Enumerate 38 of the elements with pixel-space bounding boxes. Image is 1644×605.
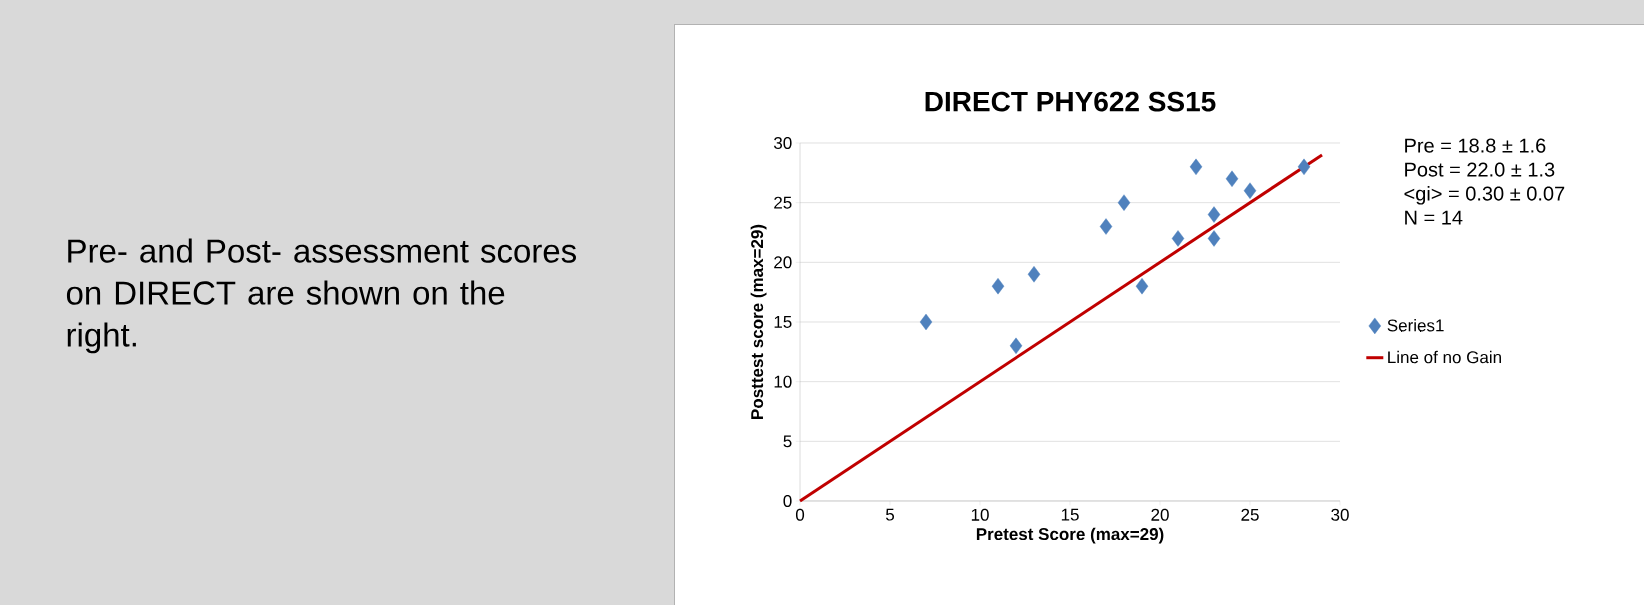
x-tick-label: 25 xyxy=(1241,508,1259,521)
x-tick-label: 5 xyxy=(885,508,895,521)
point xyxy=(1243,182,1257,199)
text: Pre- and Post- assessment scores on DIRECT are shown on the right. xyxy=(66,238,576,354)
text: <gi> = 0.30 ± 0.07 xyxy=(1404,185,1565,205)
x-axis-title: Pretest Score (max=29) xyxy=(976,527,1164,544)
point xyxy=(1117,194,1131,211)
point xyxy=(1135,277,1149,295)
y-axis-title: Posttest score (max=29) xyxy=(750,224,767,419)
x-tick-label: 15 xyxy=(1061,508,1079,521)
point xyxy=(1099,218,1113,235)
y-tick-label: 15 xyxy=(774,316,792,328)
x-tick-label: 0 xyxy=(795,508,805,521)
legend-label: Line of no Gain xyxy=(1388,350,1501,364)
text: N = 14 xyxy=(1405,210,1463,225)
point xyxy=(1297,158,1311,176)
y-tick-label: 20 xyxy=(774,256,792,269)
legend-label: Series1 xyxy=(1387,319,1444,332)
y-tick-label: 10 xyxy=(774,375,792,388)
x-tick-label: 10 xyxy=(971,508,989,521)
point xyxy=(919,313,933,331)
point xyxy=(991,277,1005,295)
point xyxy=(1009,337,1023,355)
y-tick-label: 25 xyxy=(774,196,792,209)
point xyxy=(1225,170,1239,187)
point xyxy=(1171,230,1185,247)
chart-title: DIRECT PHY622 SS15 xyxy=(925,91,1216,112)
y-tick-label: 30 xyxy=(773,136,792,150)
y-tick-label: 5 xyxy=(783,435,792,448)
text: Pre = 18.8 ± 1.6 xyxy=(1405,138,1546,153)
y-tick-label: 0 xyxy=(783,494,792,508)
x-tick-label: 20 xyxy=(1151,508,1169,521)
point xyxy=(1027,266,1041,283)
text: Post = 22.0 ± 1.3 xyxy=(1405,162,1555,177)
point xyxy=(1207,230,1221,247)
point xyxy=(1207,206,1221,223)
x-tick-label: 30 xyxy=(1331,508,1349,521)
point xyxy=(1189,158,1203,176)
